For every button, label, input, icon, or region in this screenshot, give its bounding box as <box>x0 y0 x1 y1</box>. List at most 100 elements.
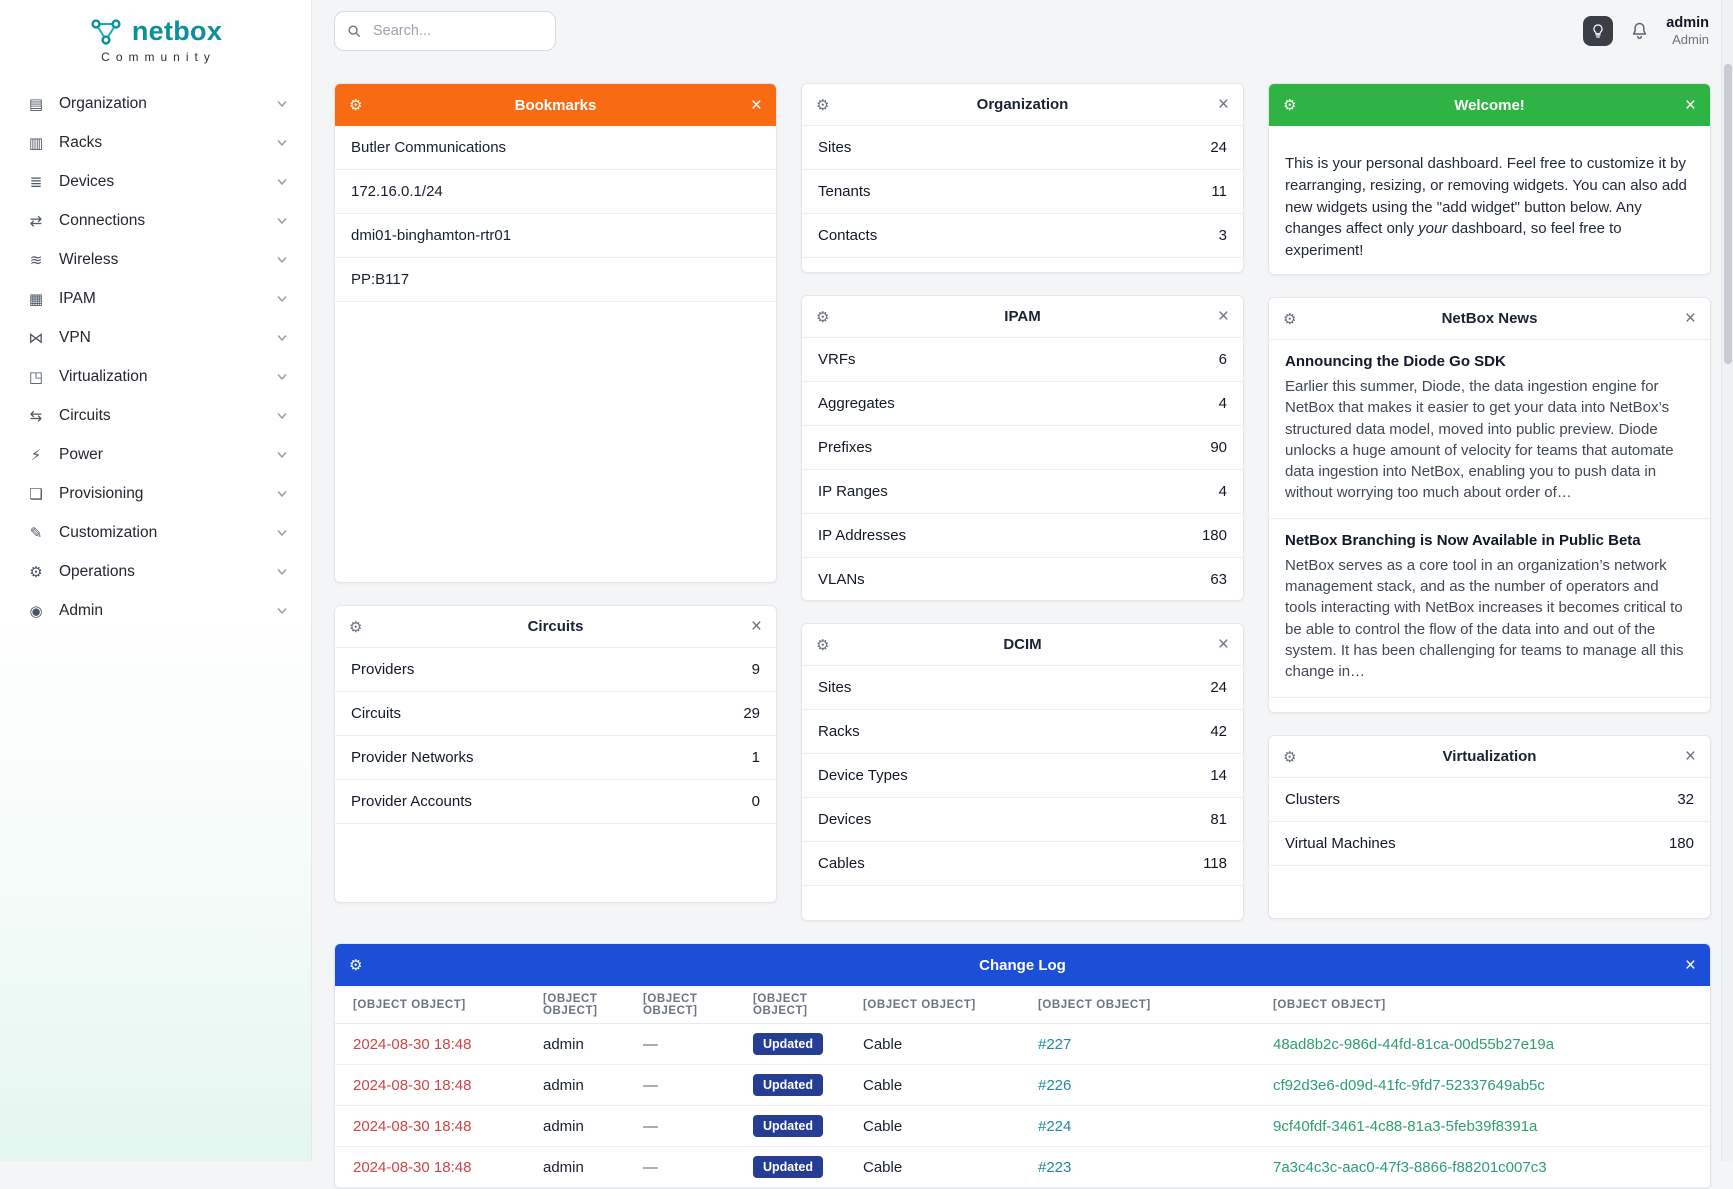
changelog-object-link[interactable]: #223 <box>1038 1159 1273 1176</box>
changelog-fullname: — <box>643 1036 753 1053</box>
gear-icon[interactable]: ⚙ <box>349 96 367 114</box>
close-icon[interactable]: × <box>1211 95 1229 114</box>
bookmark-link[interactable]: 172.16.0.1/24 <box>335 170 776 214</box>
stat-label[interactable]: Contacts <box>818 227 877 244</box>
bookmark-link[interactable]: dmi01-binghamton-rtr01 <box>335 214 776 258</box>
changelog-object-link[interactable]: #226 <box>1038 1077 1273 1094</box>
stat-row[interactable]: Racks 42 <box>802 710 1243 754</box>
stat-row[interactable]: Contacts 3 <box>802 214 1243 258</box>
sidebar-item-wireless[interactable]: ≋ Wireless <box>0 240 311 279</box>
bookmark-link[interactable]: PP:B117 <box>335 258 776 302</box>
stat-label[interactable]: Sites <box>818 139 851 156</box>
stat-label[interactable]: Sites <box>818 679 851 696</box>
changelog-time-link[interactable]: 2024-08-30 18:48 <box>353 1077 543 1094</box>
sidebar-item-power[interactable]: ⚡ Power <box>0 435 311 474</box>
changelog-time-link[interactable]: 2024-08-30 18:48 <box>353 1118 543 1135</box>
notifications-button[interactable] <box>1629 20 1650 41</box>
sidebar-item-racks[interactable]: ▥ Racks <box>0 123 311 162</box>
sidebar-item-vpn[interactable]: ⋈ VPN <box>0 318 311 357</box>
stat-row[interactable]: Cables 118 <box>802 842 1243 886</box>
stat-label[interactable]: Providers <box>351 661 414 678</box>
stat-row[interactable]: Sites 24 <box>802 126 1243 170</box>
close-icon[interactable]: × <box>744 617 762 636</box>
stat-label[interactable]: Provider Networks <box>351 749 474 766</box>
changelog-request-id-link[interactable]: cf92d3e6-d09d-41fc-9fd7-52337649ab5c <box>1273 1077 1692 1094</box>
sidebar-item-connections[interactable]: ⇄ Connections <box>0 201 311 240</box>
theme-toggle-button[interactable] <box>1583 16 1613 46</box>
stat-row[interactable]: Providers 9 <box>335 648 776 692</box>
sidebar-item-provisioning[interactable]: ❏ Provisioning <box>0 474 311 513</box>
stat-label[interactable]: IP Addresses <box>818 527 906 544</box>
news-headline-link[interactable]: Announcing the Diode Go SDK <box>1285 353 1694 370</box>
stat-label[interactable]: Circuits <box>351 705 401 722</box>
stat-row[interactable]: IP Addresses 180 <box>802 514 1243 558</box>
stat-label[interactable]: Racks <box>818 723 860 740</box>
stat-row[interactable]: Provider Accounts 0 <box>335 780 776 824</box>
sidebar-item-devices[interactable]: ≣ Devices <box>0 162 311 201</box>
stat-label[interactable]: VLANs <box>818 571 865 588</box>
stat-row[interactable]: Devices 81 <box>802 798 1243 842</box>
stat-label[interactable]: Provider Accounts <box>351 793 472 810</box>
stat-label[interactable]: Devices <box>818 811 871 828</box>
stat-row[interactable]: VRFs 6 <box>802 338 1243 382</box>
stat-row[interactable]: Sites 24 <box>802 666 1243 710</box>
search-input[interactable] <box>371 22 543 40</box>
stat-label[interactable]: Virtual Machines <box>1285 835 1396 852</box>
stat-row[interactable]: Circuits 29 <box>335 692 776 736</box>
sidebar-item-operations[interactable]: ⚙ Operations <box>0 552 311 591</box>
stat-label[interactable]: Cables <box>818 855 865 872</box>
changelog-object-link[interactable]: #227 <box>1038 1036 1273 1053</box>
news-headline-link[interactable]: NetBox Branching is Now Available in Pub… <box>1285 532 1694 549</box>
gear-icon[interactable]: ⚙ <box>1283 310 1301 328</box>
stat-label[interactable]: Prefixes <box>818 439 872 456</box>
netbox-logo[interactable]: netbox Community <box>0 0 311 68</box>
sidebar-item-admin[interactable]: ◉ Admin <box>0 591 311 630</box>
close-icon[interactable]: × <box>1678 747 1696 766</box>
stat-label[interactable]: IP Ranges <box>818 483 888 500</box>
close-icon[interactable]: × <box>1678 956 1696 975</box>
gear-icon[interactable]: ⚙ <box>1283 96 1301 114</box>
changelog-request-id-link[interactable]: 9cf40fdf-3461-4c88-81a3-5feb39f8391a <box>1273 1118 1692 1135</box>
sidebar-item-virtualization[interactable]: ◳ Virtualization <box>0 357 311 396</box>
stat-row[interactable]: Virtual Machines 180 <box>1269 822 1710 866</box>
sidebar-item-organization[interactable]: ▤ Organization <box>0 84 311 123</box>
search-box[interactable] <box>334 11 556 51</box>
close-icon[interactable]: × <box>744 96 762 115</box>
changelog-request-id-link[interactable]: 7a3c4c3c-aac0-47f3-8866-f88201c007c3 <box>1273 1159 1692 1176</box>
gear-icon[interactable]: ⚙ <box>1283 748 1301 766</box>
stat-label[interactable]: Tenants <box>818 183 871 200</box>
changelog-time-link[interactable]: 2024-08-30 18:48 <box>353 1036 543 1053</box>
close-icon[interactable]: × <box>1678 309 1696 328</box>
sidebar-item-customization[interactable]: ✎ Customization <box>0 513 311 552</box>
gear-icon[interactable]: ⚙ <box>349 618 367 636</box>
close-icon[interactable]: × <box>1678 96 1696 115</box>
stat-label[interactable]: Clusters <box>1285 791 1340 808</box>
stat-row[interactable]: Provider Networks 1 <box>335 736 776 780</box>
stat-row[interactable]: IP Ranges 4 <box>802 470 1243 514</box>
gear-icon[interactable]: ⚙ <box>816 308 834 326</box>
stat-label[interactable]: Device Types <box>818 767 908 784</box>
gear-icon[interactable]: ⚙ <box>816 636 834 654</box>
gear-icon[interactable]: ⚙ <box>349 956 367 974</box>
changelog-object-link[interactable]: #224 <box>1038 1118 1273 1135</box>
scrollbar-thumb[interactable] <box>1724 64 1732 364</box>
close-icon[interactable]: × <box>1211 635 1229 654</box>
close-icon[interactable]: × <box>1211 307 1229 326</box>
user-menu[interactable]: admin Admin <box>1666 15 1709 48</box>
sidebar-item-circuits[interactable]: ⇆ Circuits <box>0 396 311 435</box>
page-scrollbar[interactable] <box>1721 0 1733 1161</box>
gear-icon[interactable]: ⚙ <box>816 96 834 114</box>
stat-label[interactable]: Aggregates <box>818 395 895 412</box>
stat-row[interactable]: Clusters 32 <box>1269 778 1710 822</box>
stat-row[interactable]: Tenants 11 <box>802 170 1243 214</box>
stat-label[interactable]: VRFs <box>818 351 856 368</box>
stat-row[interactable]: Aggregates 4 <box>802 382 1243 426</box>
changelog-request-id-link[interactable]: 48ad8b2c-986d-44fd-81ca-00d55b27e19a <box>1273 1036 1692 1053</box>
stat-row[interactable]: Prefixes 90 <box>802 426 1243 470</box>
changelog-time-link[interactable]: 2024-08-30 18:48 <box>353 1159 543 1176</box>
news-headline-link[interactable]: A New Look For NetBox and NetBox Labs <box>1285 711 1694 713</box>
bookmark-link[interactable]: Butler Communications <box>335 126 776 170</box>
sidebar-item-ipam[interactable]: ▦ IPAM <box>0 279 311 318</box>
stat-row[interactable]: VLANs 63 <box>802 558 1243 601</box>
stat-row[interactable]: Device Types 14 <box>802 754 1243 798</box>
